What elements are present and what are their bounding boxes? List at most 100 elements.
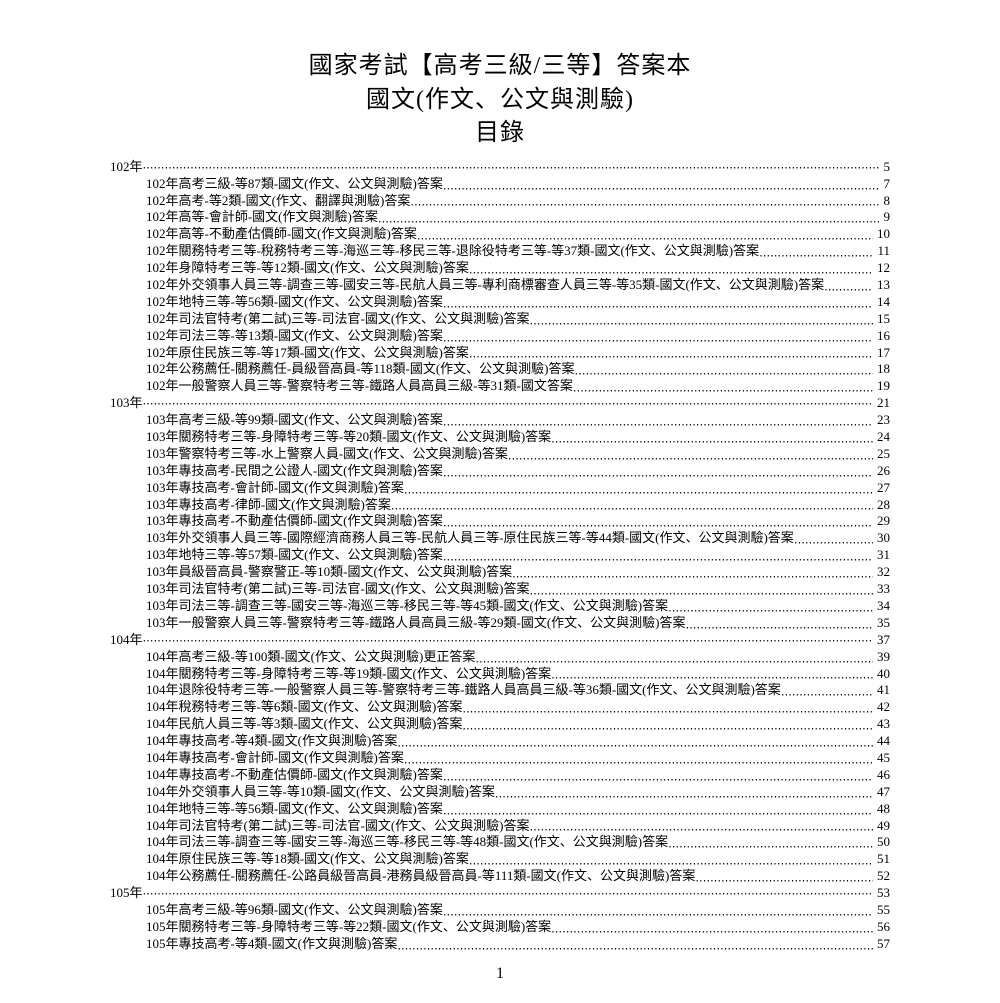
dot-leader: ⋯⋯⋯⋯⋯⋯⋯⋯⋯⋯⋯⋯⋯⋯⋯⋯⋯⋯⋯⋯⋯⋯⋯⋯⋯⋯⋯⋯⋯⋯⋯⋯⋯⋯⋯⋯⋯⋯⋯⋯… <box>143 397 873 408</box>
section-head: 103年⋯⋯⋯⋯⋯⋯⋯⋯⋯⋯⋯⋯⋯⋯⋯⋯⋯⋯⋯⋯⋯⋯⋯⋯⋯⋯⋯⋯⋯⋯⋯⋯⋯⋯⋯⋯… <box>110 395 890 412</box>
entry-page: 14 <box>873 294 890 311</box>
toc-entry: 103年專技高考-律師-國文(作文與測驗)答案⋯⋯⋯⋯⋯⋯⋯⋯⋯⋯⋯⋯⋯⋯⋯⋯⋯… <box>110 497 890 514</box>
entry-label: 102年關務特考三等-稅務特考三等-海巡三等-移民三等-退除役特考三等-等37類… <box>146 243 759 260</box>
entry-label: 104年專技高考-會計師-國文(作文與測驗)答案 <box>146 750 404 767</box>
entry-label: 103年司法官特考(第二試)三等-司法官-國文(作文、公文與測驗)答案 <box>146 581 529 598</box>
entry-label: 104年專技高考-不動產估價師-國文(作文與測驗)答案 <box>146 767 443 784</box>
entry-label: 102年外交領事人員三等-調查三等-國安三等-民航人員三等-專利商標審查人員三等… <box>146 277 824 294</box>
section-label: 105年 <box>110 885 143 902</box>
toc-entry: 104年關務特考三等-身障特考三等-等19類-國文(作文、公文與測驗)答案⋯⋯⋯… <box>110 666 890 683</box>
toc-entry: 103年司法三等-調查三等-國安三等-海巡三等-移民三等-等45類-國文(作文、… <box>110 598 890 615</box>
entry-page: 11 <box>873 243 890 260</box>
section-page: 5 <box>880 159 891 176</box>
dot-leader: ⋯⋯⋯⋯⋯⋯⋯⋯⋯⋯⋯⋯⋯⋯⋯⋯⋯⋯⋯⋯⋯⋯⋯⋯⋯⋯⋯⋯⋯⋯⋯⋯⋯⋯⋯⋯⋯⋯⋯⋯… <box>469 857 873 868</box>
toc-entry: 104年專技高考-等4類-國文(作文與測驗)答案⋯⋯⋯⋯⋯⋯⋯⋯⋯⋯⋯⋯⋯⋯⋯⋯… <box>110 733 890 750</box>
toc-entry: 102年原住民族三等-等17類-國文(作文、公文與測驗)答案⋯⋯⋯⋯⋯⋯⋯⋯⋯⋯… <box>110 345 890 362</box>
entry-label: 103年警察特考三等-水上警察人員-國文(作文、公文與測驗)答案 <box>146 446 508 463</box>
entry-page: 51 <box>873 851 890 868</box>
toc-entry: 104年原住民族三等-等18類-國文(作文、公文與測驗)答案⋯⋯⋯⋯⋯⋯⋯⋯⋯⋯… <box>110 851 890 868</box>
entry-page: 25 <box>873 446 890 463</box>
entry-page: 44 <box>873 733 890 750</box>
entry-label: 102年高考-等2類-國文(作文、翻譯與測驗)答案 <box>146 193 410 210</box>
section-page: 21 <box>873 395 890 412</box>
doc-title: 國家考試【高考三級/三等】答案本 國文(作文、公文與測驗) 目錄 <box>110 50 890 151</box>
section-page: 37 <box>873 632 890 649</box>
entry-label: 103年地特三等-等57類-國文(作文、公文與測驗)答案 <box>146 547 443 564</box>
entry-page: 45 <box>873 750 890 767</box>
dot-leader: ⋯⋯⋯⋯⋯⋯⋯⋯⋯⋯⋯⋯⋯⋯⋯⋯⋯⋯⋯⋯⋯⋯⋯⋯⋯⋯⋯⋯⋯⋯⋯⋯⋯⋯⋯⋯⋯⋯⋯⋯… <box>551 925 873 936</box>
entry-page: 12 <box>873 260 890 277</box>
toc-entry: 102年司法官特考(第二試)三等-司法官-國文(作文、公文與測驗)答案⋯⋯⋯⋯⋯… <box>110 311 890 328</box>
toc-entry: 103年專技高考-民間之公證人-國文(作文與測驗)答案⋯⋯⋯⋯⋯⋯⋯⋯⋯⋯⋯⋯⋯… <box>110 463 890 480</box>
dot-leader: ⋯⋯⋯⋯⋯⋯⋯⋯⋯⋯⋯⋯⋯⋯⋯⋯⋯⋯⋯⋯⋯⋯⋯⋯⋯⋯⋯⋯⋯⋯⋯⋯⋯⋯⋯⋯⋯⋯⋯⋯… <box>668 604 873 615</box>
entry-page: 49 <box>873 818 890 835</box>
entry-label: 103年專技高考-律師-國文(作文與測驗)答案 <box>146 497 391 514</box>
entry-page: 56 <box>873 919 890 936</box>
title-line-1: 國家考試【高考三級/三等】答案本 <box>110 50 890 84</box>
entry-page: 30 <box>873 530 890 547</box>
entry-label: 102年高等-會計師-國文(作文與測驗)答案 <box>146 209 378 226</box>
dot-leader: ⋯⋯⋯⋯⋯⋯⋯⋯⋯⋯⋯⋯⋯⋯⋯⋯⋯⋯⋯⋯⋯⋯⋯⋯⋯⋯⋯⋯⋯⋯⋯⋯⋯⋯⋯⋯⋯⋯⋯⋯… <box>417 232 873 243</box>
entry-page: 28 <box>873 497 890 514</box>
dot-leader: ⋯⋯⋯⋯⋯⋯⋯⋯⋯⋯⋯⋯⋯⋯⋯⋯⋯⋯⋯⋯⋯⋯⋯⋯⋯⋯⋯⋯⋯⋯⋯⋯⋯⋯⋯⋯⋯⋯⋯⋯… <box>551 435 873 446</box>
entry-label: 105年專技高考-等4類-國文(作文與測驗)答案 <box>146 936 397 953</box>
entry-label: 103年員級晉高員-警察警正-等10類-國文(作文、公文與測驗)答案 <box>146 564 512 581</box>
entry-label: 103年高考三級-等99類-國文(作文、公文與測驗)答案 <box>146 412 443 429</box>
dot-leader: ⋯⋯⋯⋯⋯⋯⋯⋯⋯⋯⋯⋯⋯⋯⋯⋯⋯⋯⋯⋯⋯⋯⋯⋯⋯⋯⋯⋯⋯⋯⋯⋯⋯⋯⋯⋯⋯⋯⋯⋯… <box>529 587 873 598</box>
entry-label: 104年地特三等-等56類-國文(作文、公文與測驗)答案 <box>146 801 443 818</box>
toc-entry: 102年司法三等-等13類-國文(作文、公文與測驗)答案⋯⋯⋯⋯⋯⋯⋯⋯⋯⋯⋯⋯… <box>110 328 890 345</box>
toc-entry: 102年公務薦任-關務薦任-員級晉高員-等118類-國文(作文、公文與測驗)答案… <box>110 361 890 378</box>
toc-entry: 105年關務特考三等-身障特考三等-等22類-國文(作文、公文與測驗)答案⋯⋯⋯… <box>110 919 890 936</box>
entry-label: 103年專技高考-會計師-國文(作文與測驗)答案 <box>146 480 404 497</box>
toc-entry: 103年地特三等-等57類-國文(作文、公文與測驗)答案⋯⋯⋯⋯⋯⋯⋯⋯⋯⋯⋯⋯… <box>110 547 890 564</box>
dot-leader: ⋯⋯⋯⋯⋯⋯⋯⋯⋯⋯⋯⋯⋯⋯⋯⋯⋯⋯⋯⋯⋯⋯⋯⋯⋯⋯⋯⋯⋯⋯⋯⋯⋯⋯⋯⋯⋯⋯⋯⋯… <box>475 655 873 666</box>
dot-leader: ⋯⋯⋯⋯⋯⋯⋯⋯⋯⋯⋯⋯⋯⋯⋯⋯⋯⋯⋯⋯⋯⋯⋯⋯⋯⋯⋯⋯⋯⋯⋯⋯⋯⋯⋯⋯⋯⋯⋯⋯… <box>508 452 873 463</box>
section-label: 102年 <box>110 159 143 176</box>
entry-label: 105年關務特考三等-身障特考三等-等22類-國文(作文、公文與測驗)答案 <box>146 919 551 936</box>
dot-leader: ⋯⋯⋯⋯⋯⋯⋯⋯⋯⋯⋯⋯⋯⋯⋯⋯⋯⋯⋯⋯⋯⋯⋯⋯⋯⋯⋯⋯⋯⋯⋯⋯⋯⋯⋯⋯⋯⋯⋯⋯… <box>443 908 873 919</box>
entry-page: 15 <box>873 311 890 328</box>
entry-page: 7 <box>880 176 891 193</box>
entry-label: 102年高考三級-等87類-國文(作文、公文與測驗)答案 <box>146 176 443 193</box>
dot-leader: ⋯⋯⋯⋯⋯⋯⋯⋯⋯⋯⋯⋯⋯⋯⋯⋯⋯⋯⋯⋯⋯⋯⋯⋯⋯⋯⋯⋯⋯⋯⋯⋯⋯⋯⋯⋯⋯⋯⋯⋯… <box>443 300 873 311</box>
dot-leader: ⋯⋯⋯⋯⋯⋯⋯⋯⋯⋯⋯⋯⋯⋯⋯⋯⋯⋯⋯⋯⋯⋯⋯⋯⋯⋯⋯⋯⋯⋯⋯⋯⋯⋯⋯⋯⋯⋯⋯⋯… <box>443 334 873 345</box>
toc-entry: 103年專技高考-會計師-國文(作文與測驗)答案⋯⋯⋯⋯⋯⋯⋯⋯⋯⋯⋯⋯⋯⋯⋯⋯… <box>110 480 890 497</box>
entry-page: 50 <box>873 834 890 851</box>
entry-page: 29 <box>873 513 890 530</box>
entry-page: 17 <box>873 345 890 362</box>
entry-page: 47 <box>873 784 890 801</box>
dot-leader: ⋯⋯⋯⋯⋯⋯⋯⋯⋯⋯⋯⋯⋯⋯⋯⋯⋯⋯⋯⋯⋯⋯⋯⋯⋯⋯⋯⋯⋯⋯⋯⋯⋯⋯⋯⋯⋯⋯⋯⋯… <box>469 266 873 277</box>
toc-entry: 104年司法三等-調查三等-國安三等-海巡三等-移民三等-等48類-國文(作文、… <box>110 834 890 851</box>
entry-label: 102年一般警察人員三等-警察特考三等-鐵路人員高員三級-等31類-國文答案 <box>146 378 573 395</box>
toc-entry: 102年高考三級-等87類-國文(作文、公文與測驗)答案⋯⋯⋯⋯⋯⋯⋯⋯⋯⋯⋯⋯… <box>110 176 890 193</box>
dot-leader: ⋯⋯⋯⋯⋯⋯⋯⋯⋯⋯⋯⋯⋯⋯⋯⋯⋯⋯⋯⋯⋯⋯⋯⋯⋯⋯⋯⋯⋯⋯⋯⋯⋯⋯⋯⋯⋯⋯⋯⋯… <box>443 773 873 784</box>
entry-page: 41 <box>873 682 890 699</box>
section-head: 102年⋯⋯⋯⋯⋯⋯⋯⋯⋯⋯⋯⋯⋯⋯⋯⋯⋯⋯⋯⋯⋯⋯⋯⋯⋯⋯⋯⋯⋯⋯⋯⋯⋯⋯⋯⋯… <box>110 159 890 176</box>
entry-label: 104年司法三等-調查三等-國安三等-海巡三等-移民三等-等48類-國文(作文、… <box>146 834 668 851</box>
table-of-contents: 102年 ⋯⋯⋯⋯⋯⋯⋯⋯⋯⋯⋯⋯⋯⋯⋯⋯⋯⋯⋯⋯⋯⋯⋯⋯⋯⋯⋯⋯⋯⋯⋯⋯⋯⋯⋯⋯… <box>110 159 890 953</box>
entry-label: 104年高考三級-等100類-國文(作文、公文與測驗)更正答案 <box>146 649 475 666</box>
entry-label: 104年稅務特考三等-等6類-國文(作文、公文與測驗)答案 <box>146 699 462 716</box>
entry-label: 104年原住民族三等-等18類-國文(作文、公文與測驗)答案 <box>146 851 469 868</box>
dot-leader: ⋯⋯⋯⋯⋯⋯⋯⋯⋯⋯⋯⋯⋯⋯⋯⋯⋯⋯⋯⋯⋯⋯⋯⋯⋯⋯⋯⋯⋯⋯⋯⋯⋯⋯⋯⋯⋯⋯⋯⋯… <box>443 519 873 530</box>
entry-label: 105年高考三級-等96類-國文(作文、公文與測驗)答案 <box>146 902 443 919</box>
toc-entry: 103年司法官特考(第二試)三等-司法官-國文(作文、公文與測驗)答案⋯⋯⋯⋯⋯… <box>110 581 890 598</box>
entry-page: 39 <box>873 649 890 666</box>
dot-leader: ⋯⋯⋯⋯⋯⋯⋯⋯⋯⋯⋯⋯⋯⋯⋯⋯⋯⋯⋯⋯⋯⋯⋯⋯⋯⋯⋯⋯⋯⋯⋯⋯⋯⋯⋯⋯⋯⋯⋯⋯… <box>824 283 873 294</box>
dot-leader: ⋯⋯⋯⋯⋯⋯⋯⋯⋯⋯⋯⋯⋯⋯⋯⋯⋯⋯⋯⋯⋯⋯⋯⋯⋯⋯⋯⋯⋯⋯⋯⋯⋯⋯⋯⋯⋯⋯⋯⋯… <box>404 756 873 767</box>
title-line-2: 國文(作文、公文與測驗) <box>110 84 890 118</box>
dot-leader: ⋯⋯⋯⋯⋯⋯⋯⋯⋯⋯⋯⋯⋯⋯⋯⋯⋯⋯⋯⋯⋯⋯⋯⋯⋯⋯⋯⋯⋯⋯⋯⋯⋯⋯⋯⋯⋯⋯⋯⋯… <box>410 198 879 209</box>
entry-page: 34 <box>873 598 890 615</box>
toc-entry: 103年關務特考三等-身障特考三等-等20類-國文(作文、公文與測驗)答案⋯⋯⋯… <box>110 429 890 446</box>
toc-entry: 104年地特三等-等56類-國文(作文、公文與測驗)答案⋯⋯⋯⋯⋯⋯⋯⋯⋯⋯⋯⋯… <box>110 801 890 818</box>
entry-label: 102年司法三等-等13類-國文(作文、公文與測驗)答案 <box>146 328 443 345</box>
entry-page: 57 <box>873 936 890 953</box>
entry-page: 31 <box>873 547 890 564</box>
dot-leader: ⋯⋯⋯⋯⋯⋯⋯⋯⋯⋯⋯⋯⋯⋯⋯⋯⋯⋯⋯⋯⋯⋯⋯⋯⋯⋯⋯⋯⋯⋯⋯⋯⋯⋯⋯⋯⋯⋯⋯⋯… <box>529 823 873 834</box>
entry-page: 9 <box>880 209 891 226</box>
section-head: 105年⋯⋯⋯⋯⋯⋯⋯⋯⋯⋯⋯⋯⋯⋯⋯⋯⋯⋯⋯⋯⋯⋯⋯⋯⋯⋯⋯⋯⋯⋯⋯⋯⋯⋯⋯⋯… <box>110 885 890 902</box>
section-page: 53 <box>873 885 890 902</box>
entry-label: 104年關務特考三等-身障特考三等-等19類-國文(作文、公文與測驗)答案 <box>146 666 551 683</box>
toc-entry: 102年高考-等2類-國文(作文、翻譯與測驗)答案⋯⋯⋯⋯⋯⋯⋯⋯⋯⋯⋯⋯⋯⋯⋯… <box>110 193 890 210</box>
entry-page: 26 <box>873 463 890 480</box>
